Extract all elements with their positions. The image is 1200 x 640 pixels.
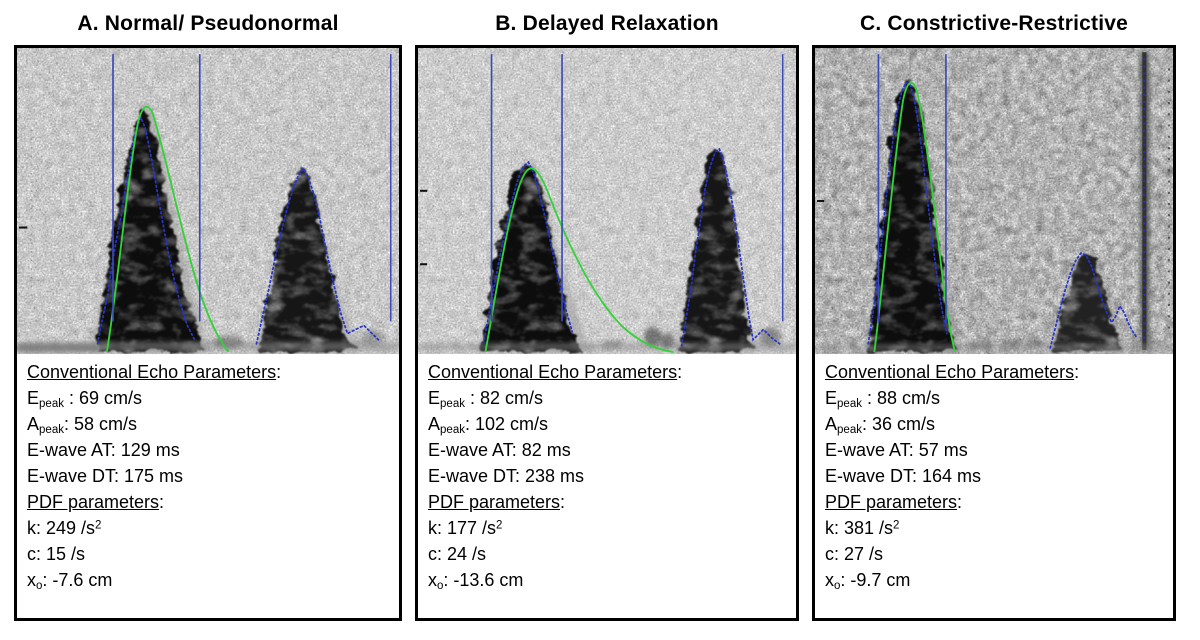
e-wave-at-value: E-wave AT: 82 ms bbox=[428, 440, 571, 460]
velocity-envelope-dots bbox=[482, 147, 781, 347]
echo-parameters-heading: Conventional Echo Parameters: bbox=[27, 362, 282, 382]
pdf-parameters-heading: PDF parameters: bbox=[27, 492, 165, 512]
e-peak-value: Epeak : 69 cm/s bbox=[27, 388, 143, 411]
right-artifact-stripe bbox=[1140, 52, 1170, 350]
echo-figure: A. Normal/ Pseudonormal bbox=[14, 6, 1176, 621]
k-value: k: 249 /s2 bbox=[27, 518, 102, 538]
panel-title: B. Delayed Relaxation bbox=[495, 12, 719, 35]
e-wave-dt-value: E-wave DT: 175 ms bbox=[27, 466, 184, 486]
baseline-band bbox=[418, 327, 796, 351]
baseline-band bbox=[815, 337, 1173, 351]
a-wave-blob bbox=[679, 149, 754, 352]
pdf-parameters-heading: PDF parameters: bbox=[428, 492, 566, 512]
panel-delayed-relaxation: B. Delayed Relaxation bbox=[415, 6, 799, 621]
a-peak-value: Apeak: 36 cm/s bbox=[825, 414, 936, 437]
spectrogram-image bbox=[418, 48, 796, 354]
a-wave-blob bbox=[1052, 254, 1122, 352]
baseline-band bbox=[17, 330, 399, 352]
axis-tick-marks bbox=[420, 189, 428, 266]
doppler-spectrogram bbox=[17, 48, 399, 354]
spectrogram-image bbox=[815, 48, 1173, 354]
x0-value: xo: -9.7 cm bbox=[825, 570, 911, 593]
panel-title: C. Constrictive-Restrictive bbox=[860, 12, 1128, 35]
pdf-fit-curve bbox=[873, 82, 957, 353]
e-wave-at-value: E-wave AT: 129 ms bbox=[27, 440, 180, 460]
k-value: k: 381 /s2 bbox=[825, 518, 900, 538]
echo-parameters-heading: Conventional Echo Parameters: bbox=[825, 362, 1080, 382]
panel-normal-pseudonormal: A. Normal/ Pseudonormal bbox=[14, 6, 402, 621]
panel-box: Conventional Echo Parameters: Epeak : 82… bbox=[415, 45, 799, 621]
panel-box: Conventional Echo Parameters: Epeak : 69… bbox=[14, 45, 402, 621]
a-peak-value: Apeak: 102 cm/s bbox=[428, 414, 549, 437]
measurement-cursor-lines bbox=[490, 54, 784, 322]
e-wave-at-value: E-wave AT: 57 ms bbox=[825, 440, 968, 460]
e-wave-blob bbox=[481, 162, 584, 352]
pdf-fit-curve bbox=[105, 105, 230, 353]
c-value: c: 27 /s bbox=[825, 544, 884, 564]
axis-tick-marks bbox=[19, 129, 33, 303]
e-wave-dt-value: E-wave DT: 238 ms bbox=[428, 466, 585, 486]
doppler-spectrogram bbox=[815, 48, 1173, 354]
spectrogram-image bbox=[17, 48, 399, 354]
velocity-envelope-dots bbox=[867, 81, 1138, 349]
measurement-cursor-lines bbox=[112, 54, 392, 322]
echo-parameters-heading: Conventional Echo Parameters: bbox=[428, 362, 683, 382]
parameter-readout: Conventional Echo Parameters: Epeak : 69… bbox=[17, 354, 399, 618]
pdf-parameters-heading: PDF parameters: bbox=[825, 492, 963, 512]
k-value: k: 177 /s2 bbox=[428, 518, 503, 538]
e-wave-blob bbox=[868, 81, 959, 352]
measurement-cursor-lines bbox=[877, 54, 947, 324]
doppler-spectrogram bbox=[418, 48, 796, 354]
parameter-readout: Conventional Echo Parameters: Epeak : 82… bbox=[418, 354, 796, 618]
c-value: c: 24 /s bbox=[428, 544, 487, 564]
panel-constrictive-restrictive: C. Constrictive-Restrictive bbox=[812, 6, 1176, 621]
x0-value: xo: -7.6 cm bbox=[27, 570, 113, 593]
x0-value: xo: -13.6 cm bbox=[428, 570, 524, 593]
panel-box: Conventional Echo Parameters: Epeak : 88… bbox=[812, 45, 1176, 621]
e-wave-dt-value: E-wave DT: 164 ms bbox=[825, 466, 982, 486]
e-peak-value: Epeak : 82 cm/s bbox=[428, 388, 544, 411]
pdf-fit-curve bbox=[484, 167, 674, 353]
panel-title: A. Normal/ Pseudonormal bbox=[77, 12, 339, 35]
a-wave-blob bbox=[258, 170, 356, 352]
a-peak-value: Apeak: 58 cm/s bbox=[27, 414, 138, 437]
parameter-readout: Conventional Echo Parameters: Epeak : 88… bbox=[815, 354, 1173, 618]
c-value: c: 15 /s bbox=[27, 544, 86, 564]
e-peak-value: Epeak : 88 cm/s bbox=[825, 388, 941, 411]
